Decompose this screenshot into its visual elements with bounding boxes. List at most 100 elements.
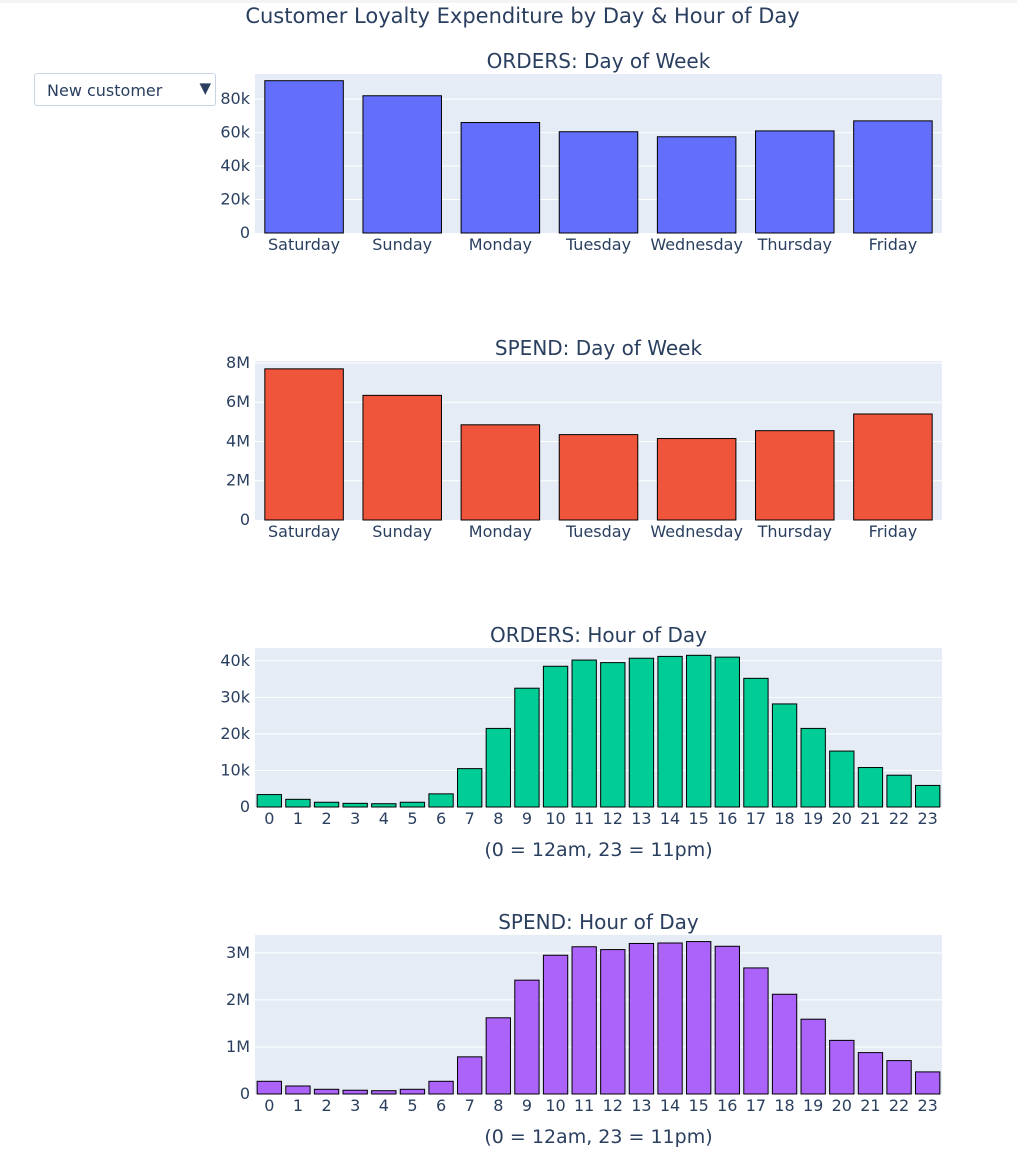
spend-hour-of-day-x-axis-title: (0 = 12am, 23 = 11pm) xyxy=(484,1126,712,1148)
spend-hour-of-day-x-tick-label: 12 xyxy=(603,1096,623,1115)
spend-hour-of-day-bar xyxy=(857,1052,884,1095)
spend-day-of-week-bar xyxy=(362,394,442,521)
orders-hour-of-day-title: ORDERS: Hour of Day xyxy=(490,623,707,647)
orders-day-of-week-bar xyxy=(460,122,541,234)
orders-hour-of-day-bar xyxy=(800,727,826,808)
spend-day-of-week-bar xyxy=(558,434,639,521)
orders-day-of-week-x-tick-label: Thursday xyxy=(757,235,832,254)
spend-hour-of-day-x-tick-label: 13 xyxy=(631,1096,651,1115)
spend-hour-of-day-x-tick-label: 22 xyxy=(889,1096,909,1115)
orders-hour-of-day-x-tick-label: 3 xyxy=(350,809,360,828)
orders-hour-of-day-x-tick-label: 15 xyxy=(689,809,709,828)
spend-day-of-week-y-tick-label: 2M xyxy=(226,471,250,490)
dropdown-selected-label: New customer xyxy=(47,81,163,100)
spend-hour-of-day-x-tick-label: 18 xyxy=(774,1096,794,1115)
orders-hour-of-day-bar xyxy=(657,655,683,808)
orders-hour-of-day-x-tick-label: 20 xyxy=(832,809,852,828)
spend-day-of-week-x-tick-label: Thursday xyxy=(757,522,832,541)
orders-hour-of-day-x-tick-label: 9 xyxy=(522,809,532,828)
orders-hour-of-day-bar xyxy=(915,784,941,808)
spend-hour-of-day-x-tick-label: 14 xyxy=(660,1096,680,1115)
spend-hour-of-day-bar xyxy=(285,1085,311,1095)
spend-day-of-week-y-tick-label: 0 xyxy=(240,510,250,529)
spend-hour-of-day-bar xyxy=(342,1089,368,1095)
orders-hour-of-day-bar xyxy=(256,794,282,808)
spend-hour-of-day-x-tick-label: 6 xyxy=(436,1096,446,1115)
spend-day-of-week-x-tick-label: Tuesday xyxy=(565,522,631,541)
spend-hour-of-day-bar xyxy=(628,942,655,1095)
orders-day-of-week-y-tick-label: 0 xyxy=(240,223,250,242)
orders-hour-of-day-bar xyxy=(714,656,740,808)
customer-type-dropdown[interactable]: New customer ▼ xyxy=(34,73,216,106)
spend-hour-of-day-y-tick-label: 1M xyxy=(226,1037,250,1056)
orders-day-of-week-y-tick-label: 20k xyxy=(220,190,250,209)
orders-day-of-week-bar xyxy=(853,120,933,234)
orders-day-of-week-y-tick-label: 40k xyxy=(220,156,250,175)
orders-hour-of-day-bar xyxy=(886,774,912,808)
orders-day-of-week-x-tick-label: Friday xyxy=(869,235,918,254)
spend-day-of-week-bar xyxy=(460,424,541,521)
spend-hour-of-day-bar xyxy=(714,945,740,1095)
orders-hour-of-day-bar xyxy=(686,654,712,808)
spend-hour-of-day-bar xyxy=(829,1039,855,1095)
orders-day-of-week-x-tick-label: Wednesday xyxy=(650,235,743,254)
orders-hour-of-day-bar xyxy=(342,802,368,808)
orders-hour-of-day-bar xyxy=(857,767,884,808)
orders-day-of-week-x-tick-label: Sunday xyxy=(372,235,432,254)
spend-hour-of-day-bar xyxy=(313,1088,340,1095)
spend-hour-of-day-x-tick-label: 8 xyxy=(493,1096,503,1115)
orders-hour-of-day-x-tick-label: 6 xyxy=(436,809,446,828)
spend-hour-of-day-x-tick-label: 9 xyxy=(522,1096,532,1115)
orders-hour-of-day-x-tick-label: 5 xyxy=(407,809,417,828)
spend-day-of-week-bar xyxy=(264,368,344,521)
spend-hour-of-day-y-tick-label: 3M xyxy=(226,943,250,962)
spend-hour-of-day-bar xyxy=(485,1017,511,1095)
spend-hour-of-day-x-tick-label: 3 xyxy=(350,1096,360,1115)
spend-hour-of-day-plot-area xyxy=(255,935,942,1094)
orders-hour-of-day-x-axis-title: (0 = 12am, 23 = 11pm) xyxy=(484,839,712,861)
page-title: Customer Loyalty Expenditure by Day & Ho… xyxy=(245,4,800,28)
spend-hour-of-day-x-tick-label: 5 xyxy=(407,1096,417,1115)
spend-day-of-week-x-tick-label: Wednesday xyxy=(650,522,743,541)
orders-day-of-week-x-tick-label: Monday xyxy=(469,235,532,254)
orders-hour-of-day-bar xyxy=(371,803,397,808)
orders-day-of-week-title: ORDERS: Day of Week xyxy=(487,49,711,73)
orders-hour-of-day-x-tick-label: 10 xyxy=(545,809,565,828)
spend-hour-of-day-bar xyxy=(542,954,569,1095)
orders-hour-of-day-x-tick-label: 12 xyxy=(603,809,623,828)
orders-day-of-week-bar xyxy=(558,131,639,234)
spend-hour-of-day-bar xyxy=(600,949,626,1095)
orders-hour-of-day-x-tick-label: 17 xyxy=(746,809,766,828)
orders-hour-of-day-x-tick-label: 22 xyxy=(889,809,909,828)
orders-hour-of-day-bar xyxy=(829,750,855,808)
orders-day-of-week-y-tick-label: 80k xyxy=(220,89,250,108)
spend-day-of-week-x-tick-label: Monday xyxy=(469,522,532,541)
spend-hour-of-day-x-tick-label: 15 xyxy=(689,1096,709,1115)
orders-hour-of-day-x-tick-label: 2 xyxy=(321,809,331,828)
spend-hour-of-day-y-tick-label: 0 xyxy=(240,1084,250,1103)
orders-hour-of-day-x-tick-label: 7 xyxy=(465,809,475,828)
spend-hour-of-day-x-tick-label: 20 xyxy=(832,1096,852,1115)
spend-hour-of-day-x-tick-label: 21 xyxy=(860,1096,880,1115)
orders-hour-of-day-x-tick-label: 0 xyxy=(264,809,274,828)
spend-hour-of-day-x-tick-label: 11 xyxy=(574,1096,594,1115)
spend-day-of-week-x-tick-label: Friday xyxy=(869,522,918,541)
spend-day-of-week-bar xyxy=(656,438,737,521)
spend-hour-of-day-title: SPEND: Hour of Day xyxy=(498,910,699,934)
spend-hour-of-day-x-tick-label: 17 xyxy=(746,1096,766,1115)
spend-hour-of-day-x-tick-label: 2 xyxy=(321,1096,331,1115)
spend-hour-of-day-bar xyxy=(399,1088,426,1095)
orders-hour-of-day-bar xyxy=(771,703,798,808)
orders-hour-of-day-x-tick-label: 4 xyxy=(379,809,389,828)
chevron-down-icon: ▼ xyxy=(199,79,211,97)
spend-hour-of-day-bar xyxy=(457,1056,483,1095)
spend-hour-of-day-bar xyxy=(657,942,683,1095)
orders-day-of-week-bar xyxy=(264,80,344,234)
spend-hour-of-day-bar xyxy=(743,967,769,1095)
spend-hour-of-day-y-tick-label: 2M xyxy=(226,990,250,1009)
orders-hour-of-day-bar xyxy=(600,662,626,808)
spend-day-of-week-y-tick-label: 4M xyxy=(226,431,250,450)
spend-day-of-week-x-tick-label: Sunday xyxy=(372,522,432,541)
orders-hour-of-day-x-tick-label: 13 xyxy=(631,809,651,828)
